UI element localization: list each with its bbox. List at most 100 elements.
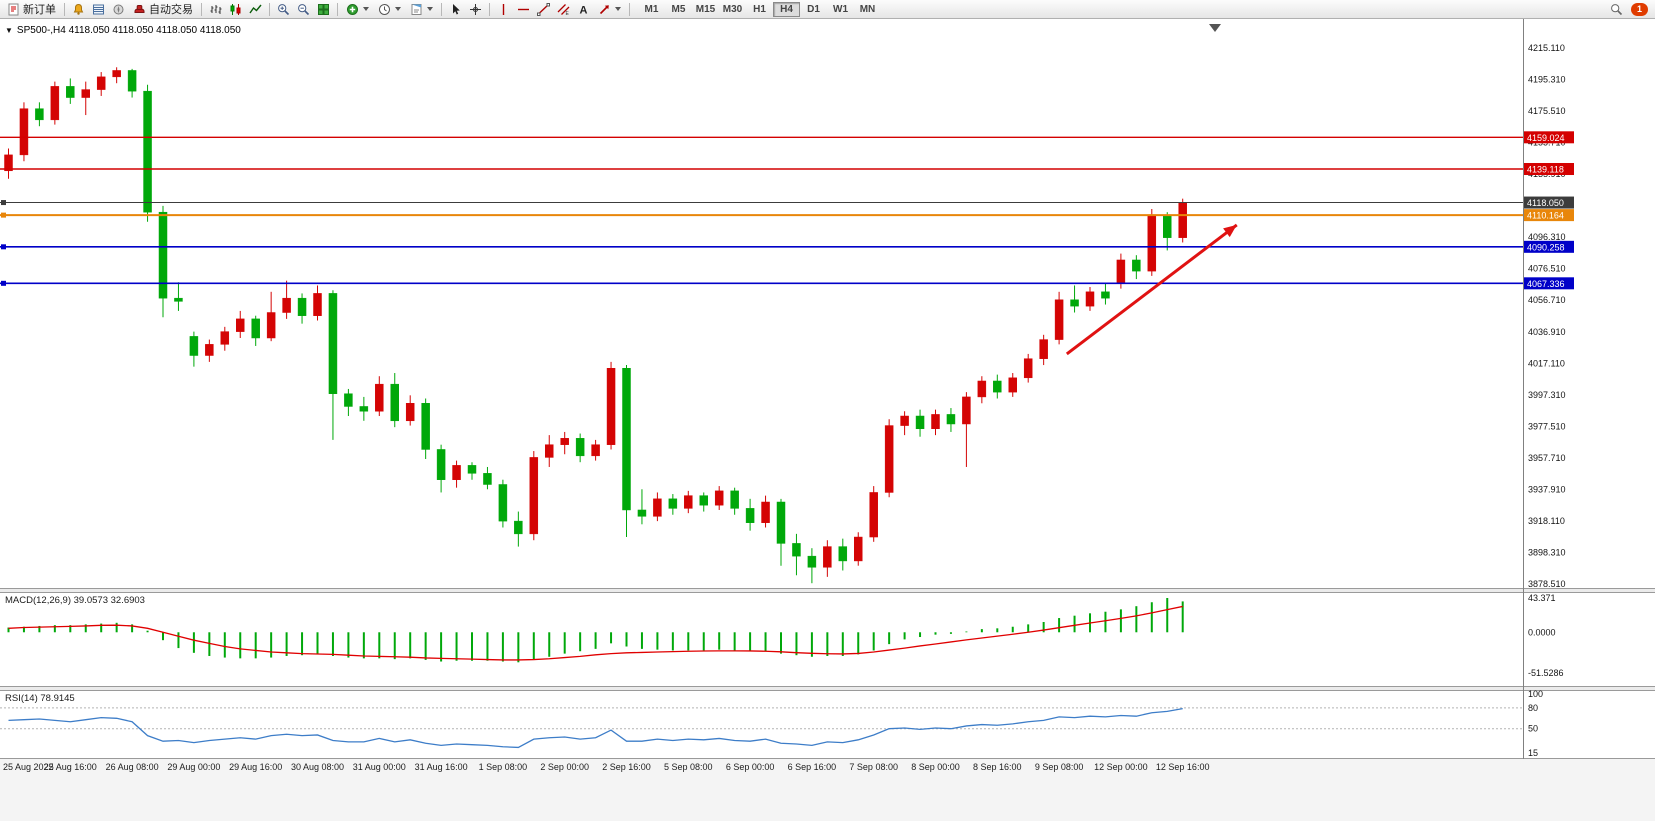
time-axis-label: 7 Sep 08:00 <box>849 762 898 772</box>
zoom-in-button[interactable] <box>274 1 293 17</box>
one-click-trading-toggle[interactable]: ▼ <box>5 26 13 35</box>
candle <box>375 376 384 417</box>
price-axis-label: 3937.910 <box>1528 484 1566 494</box>
zoom-out-icon <box>298 3 310 15</box>
bar-chart-button[interactable] <box>206 1 225 17</box>
candlestick-chart-button[interactable] <box>226 1 245 17</box>
timeframe-h1[interactable]: H1 <box>746 2 773 17</box>
timeframe-h4[interactable]: H4 <box>773 1 800 17</box>
candle <box>807 548 817 584</box>
candle <box>328 290 338 440</box>
svg-text:4139.118: 4139.118 <box>1527 165 1564 175</box>
candle <box>205 339 214 362</box>
price-axis-label: 3997.310 <box>1528 390 1566 400</box>
candle <box>869 486 878 542</box>
timeframe-d1[interactable]: D1 <box>800 2 827 17</box>
horizontal-lines[interactable] <box>0 136 1523 286</box>
candle <box>174 282 183 311</box>
toolbar-separator <box>201 2 202 16</box>
chevron-down-icon <box>395 7 401 11</box>
horizontal-line-button[interactable] <box>514 1 533 17</box>
candle <box>761 495 770 528</box>
toolbar-separator <box>629 2 630 16</box>
timeframe-mn[interactable]: MN <box>854 2 881 17</box>
trendline-button[interactable] <box>534 1 553 17</box>
timeframe-m5[interactable]: M5 <box>665 2 692 17</box>
candle <box>359 396 369 421</box>
candle <box>390 373 399 428</box>
chart-canvas[interactable]: 4215.1104195.3104175.5104155.7104135.910… <box>0 19 1655 821</box>
candle <box>127 68 137 98</box>
horizontal-line-icon <box>518 8 529 10</box>
candle <box>823 540 832 577</box>
svg-text:A: A <box>580 4 588 16</box>
new-order-button[interactable]: 新订单 <box>3 1 60 17</box>
toolbar-separator <box>64 2 65 16</box>
candle <box>684 490 693 514</box>
toolbar-separator <box>269 2 270 16</box>
main-toolbar: 新订单 自动交易 E A M1 M5 M15 M30 H1 H4 D1 W1 M… <box>0 0 1655 19</box>
candle <box>1070 285 1079 313</box>
autotrading-label: 自动交易 <box>149 4 193 16</box>
templates-button[interactable] <box>406 1 437 17</box>
zoom-out-button[interactable] <box>294 1 313 17</box>
autotrading-button[interactable]: 自动交易 <box>129 1 197 17</box>
toolbar-separator <box>489 2 490 16</box>
chart-shift-marker[interactable] <box>1209 24 1221 32</box>
svg-text:4110.164: 4110.164 <box>1527 211 1564 221</box>
trend-arrow[interactable] <box>1065 223 1238 356</box>
channel-button[interactable]: E <box>554 1 573 17</box>
candle <box>776 498 786 566</box>
candle <box>745 498 755 531</box>
timeframe-m15[interactable]: M15 <box>692 2 719 17</box>
rsi-scale-label: 15 <box>1528 748 1538 758</box>
time-axis-label: 5 Sep 08:00 <box>664 762 713 772</box>
candle <box>1023 353 1033 383</box>
timeframe-w1[interactable]: W1 <box>827 2 854 17</box>
candle <box>81 81 90 116</box>
vertical-line-icon <box>502 3 505 15</box>
rsi-line <box>8 708 1183 749</box>
candle <box>251 315 260 346</box>
candle <box>854 532 863 566</box>
candle <box>4 148 13 179</box>
bar-chart-icon <box>210 4 222 14</box>
price-badge: 4067.336 <box>1524 277 1574 290</box>
candle <box>189 331 199 367</box>
line-anchor-marker <box>1 200 6 206</box>
candle <box>977 376 987 404</box>
crosshair-button[interactable] <box>466 1 485 17</box>
time-axis-label: 29 Aug 16:00 <box>229 762 282 772</box>
svg-text:4118.050: 4118.050 <box>1527 198 1564 208</box>
arrow-tools-button[interactable] <box>594 1 625 17</box>
search-icon <box>1611 3 1623 15</box>
notification-badge[interactable]: 1 <box>1631 2 1648 16</box>
macd-scale-label: 43.371 <box>1528 593 1556 603</box>
candle <box>1039 334 1048 366</box>
timeframe-m1[interactable]: M1 <box>638 2 665 17</box>
market-watch-button[interactable] <box>89 1 108 17</box>
price-axis[interactable]: 4215.1104195.3104175.5104155.7104135.910… <box>1523 19 1575 759</box>
alert-button[interactable] <box>69 1 88 17</box>
candle <box>931 409 940 436</box>
text-label-button[interactable]: A <box>574 1 593 17</box>
text-label-icon: A <box>580 4 588 16</box>
price-axis-label: 3957.710 <box>1528 453 1566 463</box>
search-button[interactable] <box>1607 1 1626 17</box>
candle <box>545 435 554 467</box>
tile-windows-button[interactable] <box>314 1 333 17</box>
cursor-button[interactable] <box>446 1 465 17</box>
channel-icon: E <box>557 3 570 16</box>
line-chart-button[interactable] <box>246 1 265 17</box>
periods-button[interactable] <box>374 1 405 17</box>
candle <box>1132 255 1141 280</box>
time-axis-label: 26 Aug 08:00 <box>106 762 159 772</box>
vertical-line-button[interactable] <box>494 1 513 17</box>
candle <box>1054 291 1064 345</box>
candle <box>344 388 353 417</box>
navigator-button[interactable] <box>109 1 128 17</box>
time-axis-label: 1 Sep 08:00 <box>479 762 528 772</box>
timeframe-m30[interactable]: M30 <box>719 2 746 17</box>
indicators-button[interactable] <box>342 1 373 17</box>
